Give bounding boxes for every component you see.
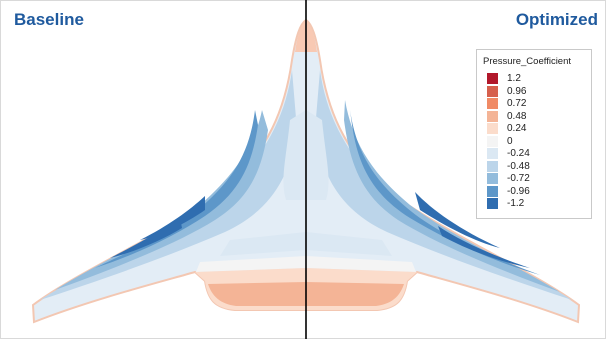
- legend-label: 0: [507, 135, 513, 147]
- legend-label: -0.72: [507, 173, 530, 184]
- legend-title: Pressure_Coefficient: [483, 56, 572, 67]
- legend-swatch: [487, 73, 498, 84]
- legend-label: 0.24: [507, 123, 527, 134]
- legend-item: 1.2: [487, 73, 521, 84]
- legend-swatch: [487, 135, 498, 147]
- legend-swatch: [487, 173, 498, 184]
- legend-item: 0.24: [487, 123, 526, 134]
- legend-label: -0.24: [507, 148, 530, 159]
- legend-swatch: [487, 85, 498, 97]
- legend-label: 0.96: [507, 85, 527, 97]
- legend-item: 0.96: [487, 85, 527, 97]
- legend-label: -0.48: [507, 160, 530, 172]
- legend-item: -0.72: [487, 173, 530, 184]
- legend-swatch: [487, 198, 498, 209]
- legend-swatch: [487, 110, 498, 122]
- legend-label: 0.72: [507, 98, 527, 109]
- baseline-title: Baseline: [14, 10, 84, 29]
- legend-item: 0.72: [487, 98, 526, 109]
- legend-label: -0.96: [507, 185, 530, 197]
- legend-item: 0.48: [487, 110, 527, 122]
- legend-swatch: [487, 185, 498, 197]
- legend-swatch: [487, 98, 498, 109]
- legend-swatch: [487, 160, 498, 172]
- legend-label: -1.2: [507, 198, 525, 209]
- legend-item: -0.48: [487, 160, 530, 172]
- legend-swatch: [487, 148, 498, 159]
- optimized-title: Optimized: [515, 10, 598, 29]
- baseline-contours: [40, 70, 306, 310]
- optimized-contours: [306, 70, 572, 310]
- legend-item: 0: [487, 135, 513, 147]
- legend-label: 0.48: [507, 110, 527, 122]
- legend-label: 1.2: [507, 73, 521, 84]
- legend-item: -0.96: [487, 185, 530, 197]
- legend-item: -0.24: [487, 148, 530, 159]
- pressure-legend: Pressure_Coefficient 1.2 0.96 0.72 0.48 0.24…: [476, 49, 592, 219]
- legend-swatch: [487, 123, 498, 134]
- legend-item: -1.2: [487, 198, 524, 209]
